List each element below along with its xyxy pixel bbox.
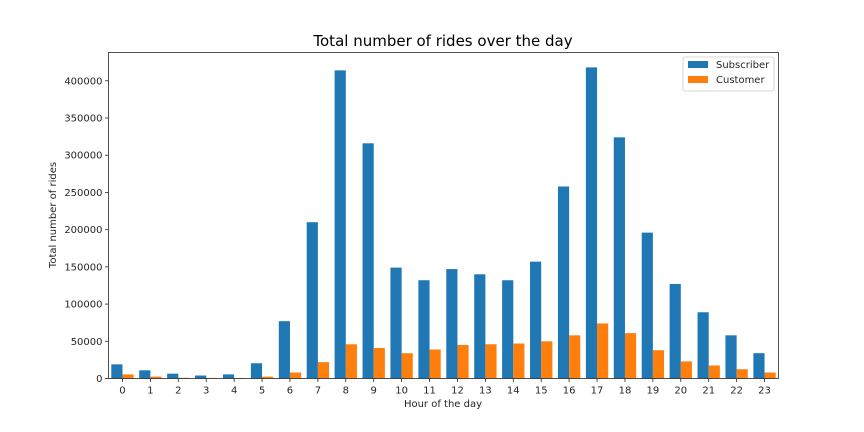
y-tick-label: 50000 [71,337,103,348]
bar-customer-22 [736,369,748,379]
bar-subscriber-1 [139,370,151,379]
x-axis-label: Hour of the day [404,399,482,410]
bar-subscriber-3 [195,375,207,379]
x-tick-label: 4 [231,386,237,397]
bar-subscriber-5 [250,363,263,379]
plot-frame [108,52,779,379]
y-tick-label: 300000 [64,151,102,162]
bar-subscriber-23 [753,353,765,379]
bar-subscriber-20 [669,283,681,379]
legend-swatch-subscriber [688,61,708,68]
x-tick-label: 19 [647,386,660,397]
bar-subscriber-6 [278,321,290,379]
bar-subscriber-7 [306,222,318,379]
y-tick-label: 400000 [64,76,102,87]
bar-customer-12 [457,345,469,379]
y-tick-label: 250000 [64,188,102,199]
bar-subscriber-14 [502,280,514,379]
x-tick-label: 5 [259,386,265,397]
bar-customer-20 [680,361,692,379]
x-tick-label: 14 [507,386,520,397]
bar-customer-9 [373,347,385,379]
x-tick-label: 18 [619,386,632,397]
bar-customer-14 [513,343,525,379]
bar-customer-0 [122,374,134,379]
x-tick-label: 21 [702,386,715,397]
y-tick-label: 150000 [64,262,102,273]
x-tick-label: 22 [730,386,743,397]
bar-subscriber-22 [725,335,737,379]
bar-customer-7 [317,362,330,379]
x-tick-label: 20 [674,386,687,397]
bar-customer-17 [597,323,609,379]
bar-subscriber-8 [334,70,346,379]
bar-customer-10 [401,353,413,379]
bar-subscriber-16 [557,186,570,379]
bar-customer-18 [624,333,637,379]
bar-subscriber-11 [418,280,430,379]
bar-customer-6 [289,372,302,379]
x-tick-label: 13 [479,386,492,397]
bar-customer-8 [345,344,357,379]
bar-customer-13 [485,344,497,379]
bar-subscriber-18 [613,137,625,379]
y-tick-label: 200000 [64,225,102,236]
bar-customer-16 [569,335,581,379]
chart-title: Total number of rides over the day [312,32,572,50]
legend: Subscriber Customer [682,56,775,92]
bar-subscriber-12 [446,269,458,379]
bar-customer-11 [429,349,441,379]
x-tick-label: 2 [175,386,181,397]
bar-subscriber-2 [167,373,179,379]
x-tick-label: 16 [563,386,576,397]
bar-customer-23 [764,372,776,379]
x-tick-label: 3 [203,386,209,397]
bar-subscriber-17 [585,67,598,379]
x-tick-label: 10 [395,386,408,397]
y-tick-label: 350000 [64,113,102,124]
bar-customer-15 [541,341,553,379]
x-tick-label: 9 [371,386,377,397]
bar-subscriber-13 [474,274,486,379]
x-tick-label: 7 [315,386,321,397]
bar-subscriber-15 [530,261,542,379]
legend-label-subscriber: Subscriber [716,60,770,71]
bar-subscriber-4 [222,374,235,379]
bars-group [111,67,776,379]
y-axis-label: Total number of rides [48,162,59,269]
bar-subscriber-10 [390,267,402,379]
x-tick-label: 15 [535,386,548,397]
x-tick-label: 1 [147,386,153,397]
bar-customer-21 [708,365,720,379]
legend-label-customer: Customer [716,75,765,86]
bar-customer-19 [652,350,665,379]
bar-subscriber-21 [697,312,709,379]
bar-subscriber-19 [641,232,653,379]
y-axis: 0 50000 100000 150000 200000 250000 300000 3500… [64,76,109,385]
y-tick-label: 100000 [64,300,102,311]
x-tick-label: 0 [119,386,125,397]
x-tick-label: 11 [423,386,436,397]
x-tick-label: 12 [451,386,464,397]
x-tick-label: 23 [758,386,771,397]
x-axis: 0 1 2 3 4 5 6 7 8 9 10 11 12 13 14 15 16 17 18 19 20 21 22 23 [119,378,771,397]
bar-subscriber-9 [362,143,374,379]
legend-swatch-customer [688,76,708,83]
x-tick-label: 17 [591,386,604,397]
y-tick-label: 0 [96,374,102,385]
bar-customer-5 [262,376,274,379]
x-tick-label: 6 [287,386,293,397]
bar-subscriber-0 [111,364,123,379]
bar-customer-1 [150,376,162,379]
x-tick-label: 8 [343,386,349,397]
